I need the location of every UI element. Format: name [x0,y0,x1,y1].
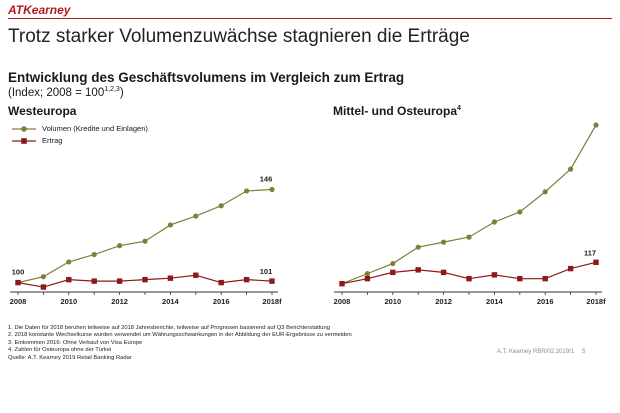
panel-title-west: Westeuropa [8,104,77,118]
ertrag-point [40,284,47,290]
panel-title-east-sup: 4 [457,105,461,112]
page-number: 5 [582,349,586,355]
volume-point [40,274,47,280]
volume-point [466,234,472,240]
volume-point [415,244,421,250]
ertrag-point [269,278,275,284]
ertrag-point [415,267,421,273]
ertrag-point [167,275,174,281]
footnote-4: 4. Zahlen für Osteuropa ohne der Türkei [8,347,112,354]
x-tick-label: 2008 [10,297,27,306]
index-note-text: (Index; 2008 = 100 [8,86,105,99]
footnotes: 1. Die Daten für 2018 beruhen teilweise … [8,325,352,362]
x-tick-label: 2016 [537,297,554,306]
ertrag-point [339,281,345,287]
volume-line [341,124,597,285]
chart-westeuropa: 2008 2010 2012 2014 2016 2018f 100 146 101 [10,174,282,306]
chart-subtitle: Entwicklung des Geschäftsvolumens im Ver… [8,70,405,85]
legend-ertrag-label: Ertrag [42,136,63,145]
ertrag-point [243,276,250,283]
footnote-source: Quelle: A.T. Kearney 2019 Retail Banking… [8,354,132,361]
legend-volume-marker [12,125,36,132]
footnote-1: 1. Die Daten für 2018 beruhen teilweise … [8,325,330,331]
volume-point [568,166,574,172]
index-note-close: ) [119,86,124,99]
volume-point [117,243,123,249]
header-divider [8,18,612,19]
volume-point [218,203,224,209]
footer: A.T. Kearney RBR/02.2019/1 5 [497,349,585,355]
legend-ertrag-marker [12,137,36,144]
x-tick-label: 2018f [262,297,282,306]
x-tick-label: 2014 [162,297,180,306]
ertrag-point [116,278,123,284]
volume-point [142,238,148,244]
x-tick-label: 2012 [435,297,452,306]
ertrag-point [364,275,371,282]
legend-ertrag: Ertrag [12,136,62,145]
ertrag-point [218,279,224,286]
ertrag-point [517,275,523,282]
x-tick-label: 2012 [111,297,128,306]
x-tick-label: 2010 [384,297,401,306]
x-tick-label: 2008 [334,297,351,306]
x-tick-label: 2016 [213,297,230,306]
volume-point [364,271,370,277]
volume-end-label: 146 [260,174,273,183]
ertrag-point [593,259,599,265]
ertrag-point [66,276,72,283]
legend-volume: Volumen (Kredite und Einlagen) [12,124,148,133]
volume-point [517,209,523,215]
company-logo: ATKearney [8,3,71,17]
footnote-3: 3. Einkommen 2016: Ohne Verkauf von Visa… [8,339,143,346]
legend-volume-label: Volumen (Kredite und Einlagen) [42,124,148,133]
x-tick-label: 2010 [60,297,77,306]
ertrag-point [542,275,548,282]
volume-point [542,189,548,195]
panel-title-east-text: Mittel- und Osteuropa [333,104,457,118]
volume-line [17,188,273,284]
ertrag-point [567,265,574,272]
ertrag-end-label: 101 [260,267,273,276]
volume-point [193,213,199,219]
ertrag-point [466,275,472,282]
volume-end-label: 207 [584,118,597,119]
index-note: (Index; 2008 = 1001,2,3) [8,86,124,99]
volume-point [593,122,599,128]
volume-point [441,239,447,245]
ertrag-end-label: 117 [584,248,596,257]
ertrag-point [142,276,148,283]
x-tick-label: 2018f [586,297,606,306]
ertrag-point [390,269,396,276]
volume-point [269,186,275,193]
ertrag-point [440,269,447,276]
volume-point [167,222,173,228]
volume-point [91,251,97,258]
volume-point [244,188,250,194]
ertrag-point [491,272,498,278]
x-tick-label: 2014 [486,297,504,306]
volume-point [390,260,396,267]
footnote-2: 2. 2018 konstante Wechselkurse wurden ve… [8,332,352,339]
chart-mittel-osteuropa: 2008 2010 2012 2014 2016 2018f 207 117 [334,118,606,306]
start-value-label: 100 [12,268,25,277]
ertrag-point [91,278,97,284]
footer-ref: A.T. Kearney RBR/02.2019/1 [497,349,575,355]
slide-title: Trotz starker Volumenzuwächse stagnieren… [8,26,470,47]
volume-point [491,219,497,225]
index-note-sup: 1,2,3 [104,86,120,93]
ertrag-point [15,279,21,286]
panel-title-east: Mittel- und Osteuropa4 [333,104,461,118]
ertrag-point [193,272,199,278]
volume-point [66,259,72,265]
